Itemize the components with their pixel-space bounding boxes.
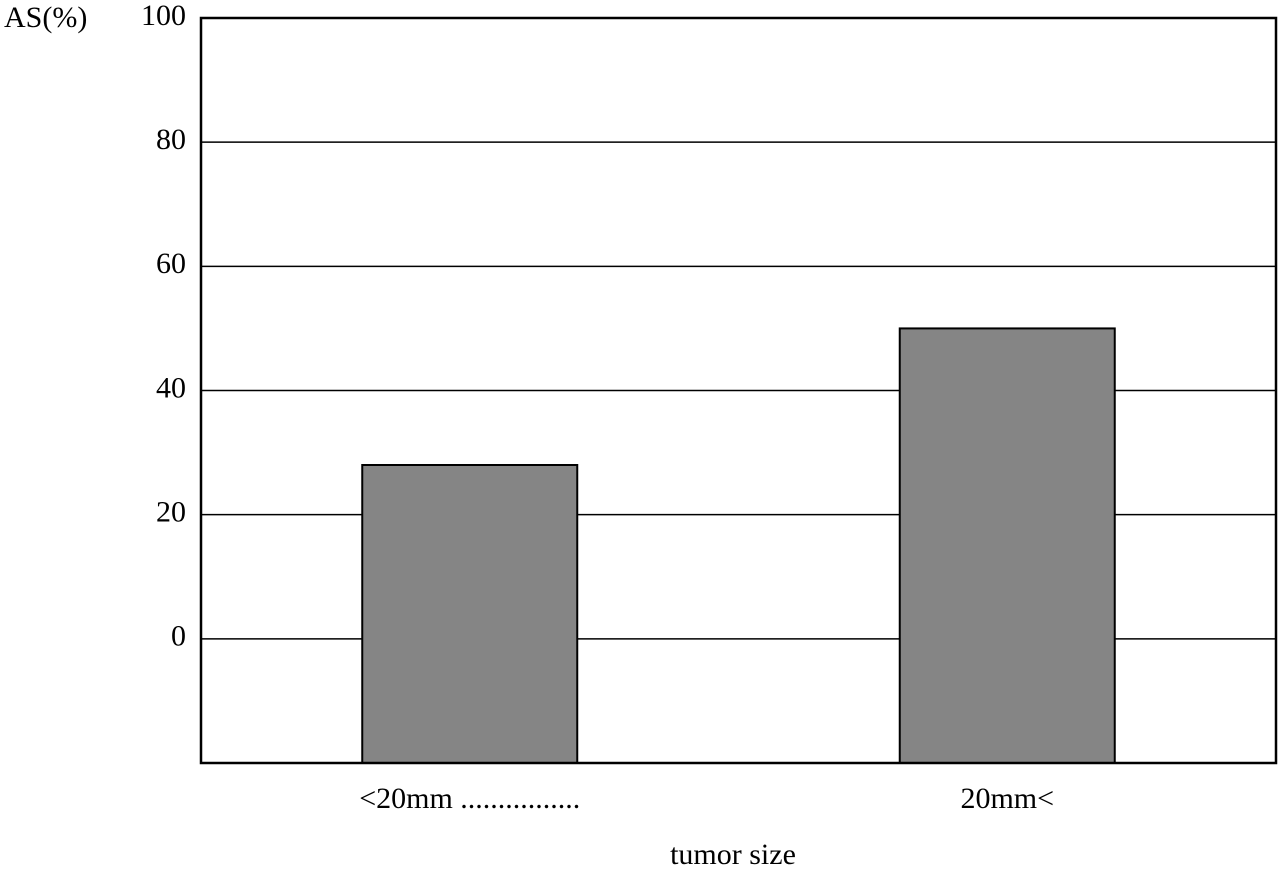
y-tick-label: 100 [141, 0, 186, 32]
y-tick-label: 40 [156, 371, 186, 404]
x-axis-label: tumor size [670, 838, 796, 871]
x-tick-label: <20mm ................ [359, 782, 580, 815]
y-axis-label: AS(%) [4, 1, 87, 34]
x-tick-label: 20mm< [960, 782, 1054, 815]
bar [361, 464, 579, 764]
y-tick-label: 0 [171, 620, 186, 653]
y-tick-label: 80 [156, 123, 186, 156]
plot-frame [199, 16, 1278, 765]
bar [898, 327, 1116, 764]
y-tick-label: 60 [156, 247, 186, 280]
y-tick-label: 20 [156, 496, 186, 529]
